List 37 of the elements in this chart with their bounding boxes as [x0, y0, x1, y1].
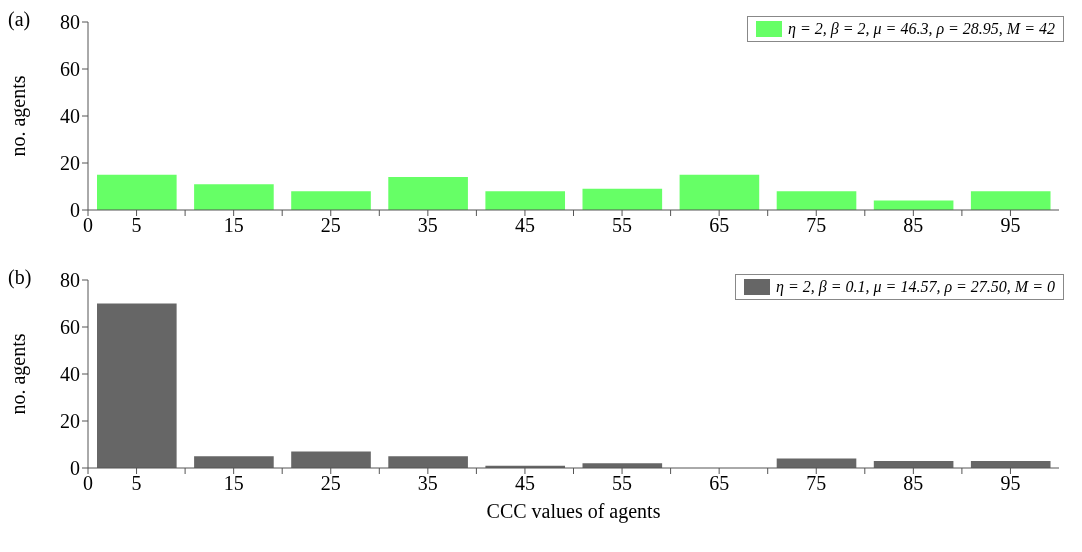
y-tick-label: 80 [60, 269, 80, 292]
x-tick-label: 5 [131, 472, 142, 495]
x-tick-label: 55 [612, 214, 633, 237]
x-tick-label: 85 [903, 472, 924, 495]
x-tick-label: 15 [223, 472, 244, 495]
x-tick-label: 75 [806, 214, 827, 237]
y-tick-label: 80 [60, 11, 80, 34]
x-tick-label: 45 [514, 214, 535, 237]
y-tick-label: 20 [60, 410, 80, 433]
legend-label: η = 2, β = 2, μ = 46.3, ρ = 28.95, M = 42 [788, 20, 1055, 38]
y-tick-label: 0 [70, 457, 80, 480]
x-tick-label: 25 [320, 214, 341, 237]
legend-label: η = 2, β = 0.1, μ = 14.57, ρ = 27.50, M = 0 [776, 278, 1055, 296]
x-tick-label: 55 [612, 472, 633, 495]
x-tick-label: 95 [1000, 214, 1021, 237]
x-tick-label: 35 [417, 472, 438, 495]
y-tick-label: 60 [60, 316, 80, 339]
x-tick-label: 25 [320, 472, 341, 495]
x-tick-label: 5 [131, 214, 142, 237]
x-tick-label: 35 [417, 214, 438, 237]
chart-title: (a) [8, 8, 31, 31]
y-tick-label: 40 [60, 105, 80, 128]
y-tick-label: 40 [60, 363, 80, 386]
x-axis-title: CCC values of agents [486, 500, 661, 523]
x-tick-label: 65 [709, 214, 730, 237]
x-tick-label: 45 [514, 472, 535, 495]
x-tick-label: 65 [709, 472, 730, 495]
chart-title: (b) [8, 266, 32, 289]
y-axis-title: no. agents [7, 333, 31, 415]
y-axis-title: no. agents [7, 75, 31, 157]
x-tick-label: 95 [1000, 472, 1021, 495]
x-tick-label: 85 [903, 214, 924, 237]
y-tick-label: 20 [60, 152, 80, 175]
x-tick-label: 75 [806, 472, 827, 495]
y-tick-label: 0 [70, 199, 80, 222]
x-tick-label: 15 [223, 214, 244, 237]
y-tick-label: 60 [60, 58, 80, 81]
